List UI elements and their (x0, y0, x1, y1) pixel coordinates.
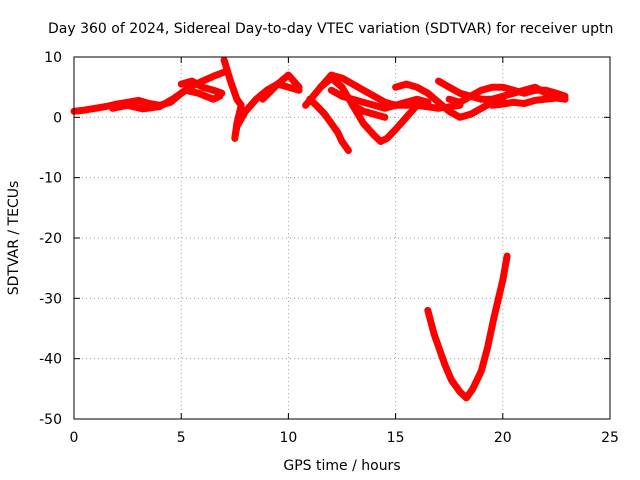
y-tick-label: 10 (44, 50, 62, 66)
chart-title: Day 360 of 2024, Sidereal Day-to-day VTE… (48, 21, 613, 37)
series-trace-e (259, 71, 303, 103)
series-trace-m (445, 83, 569, 106)
x-tick-label: 10 (279, 430, 297, 446)
axis-ticks: 0 5 10 15 20 25 -50 -40 -30 -20 -10 0 10 (39, 50, 619, 446)
x-tick-label: 5 (177, 430, 186, 446)
y-axis-label: SDTVAR / TECUs (6, 181, 22, 296)
y-tick-label: -40 (39, 352, 62, 368)
x-tick-label: 25 (601, 430, 619, 446)
y-tick-label: 0 (53, 110, 62, 126)
series-trace-n (488, 94, 569, 109)
grid-lines (74, 57, 610, 419)
data-series (70, 56, 569, 402)
series-trace-c (177, 77, 226, 97)
y-tick-label: -10 (39, 171, 62, 187)
series-trace-o (424, 252, 511, 402)
y-tick-label: -20 (39, 231, 62, 247)
y-tick-label: -50 (39, 412, 62, 428)
x-tick-label: 20 (494, 430, 512, 446)
series-trace-h (317, 71, 464, 112)
series-trace-j (349, 101, 389, 121)
x-tick-label: 15 (387, 430, 405, 446)
x-axis-label: GPS time / hours (283, 458, 400, 474)
series-trace-k (392, 80, 507, 121)
x-tick-label: 0 (70, 430, 79, 446)
series-trace-b (109, 86, 224, 113)
series-trace-f (306, 95, 352, 154)
series-trace-i (327, 86, 432, 112)
y-tick-label: -30 (39, 291, 62, 307)
